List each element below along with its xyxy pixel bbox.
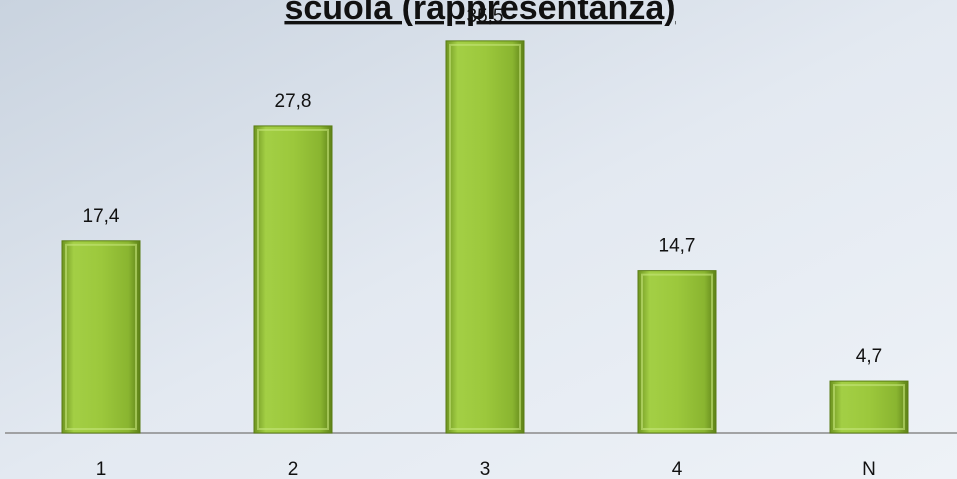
bar-bevel [833, 384, 905, 431]
bar [253, 125, 333, 434]
data-label: 14,7 [659, 236, 696, 257]
data-label: 27,8 [275, 91, 312, 112]
bar-bevel [65, 243, 137, 430]
x-tick-label: 2 [288, 459, 299, 479]
x-tick-label: N [862, 459, 876, 479]
bar [829, 380, 909, 434]
x-tick-label: 1 [96, 459, 107, 479]
data-label: 35,5 [467, 6, 504, 27]
bar-bevel [641, 273, 713, 430]
bar [61, 240, 141, 434]
x-tick-label: 3 [480, 459, 491, 479]
data-label: 17,4 [83, 206, 120, 227]
x-tick-label: 4 [672, 459, 683, 479]
data-label: 4,7 [856, 346, 882, 367]
bar-bevel [257, 128, 329, 430]
chart-title: scuola (rappresentanza) [284, 0, 675, 27]
bar [445, 40, 525, 434]
bar-bevel [449, 43, 521, 430]
bar [637, 270, 717, 434]
